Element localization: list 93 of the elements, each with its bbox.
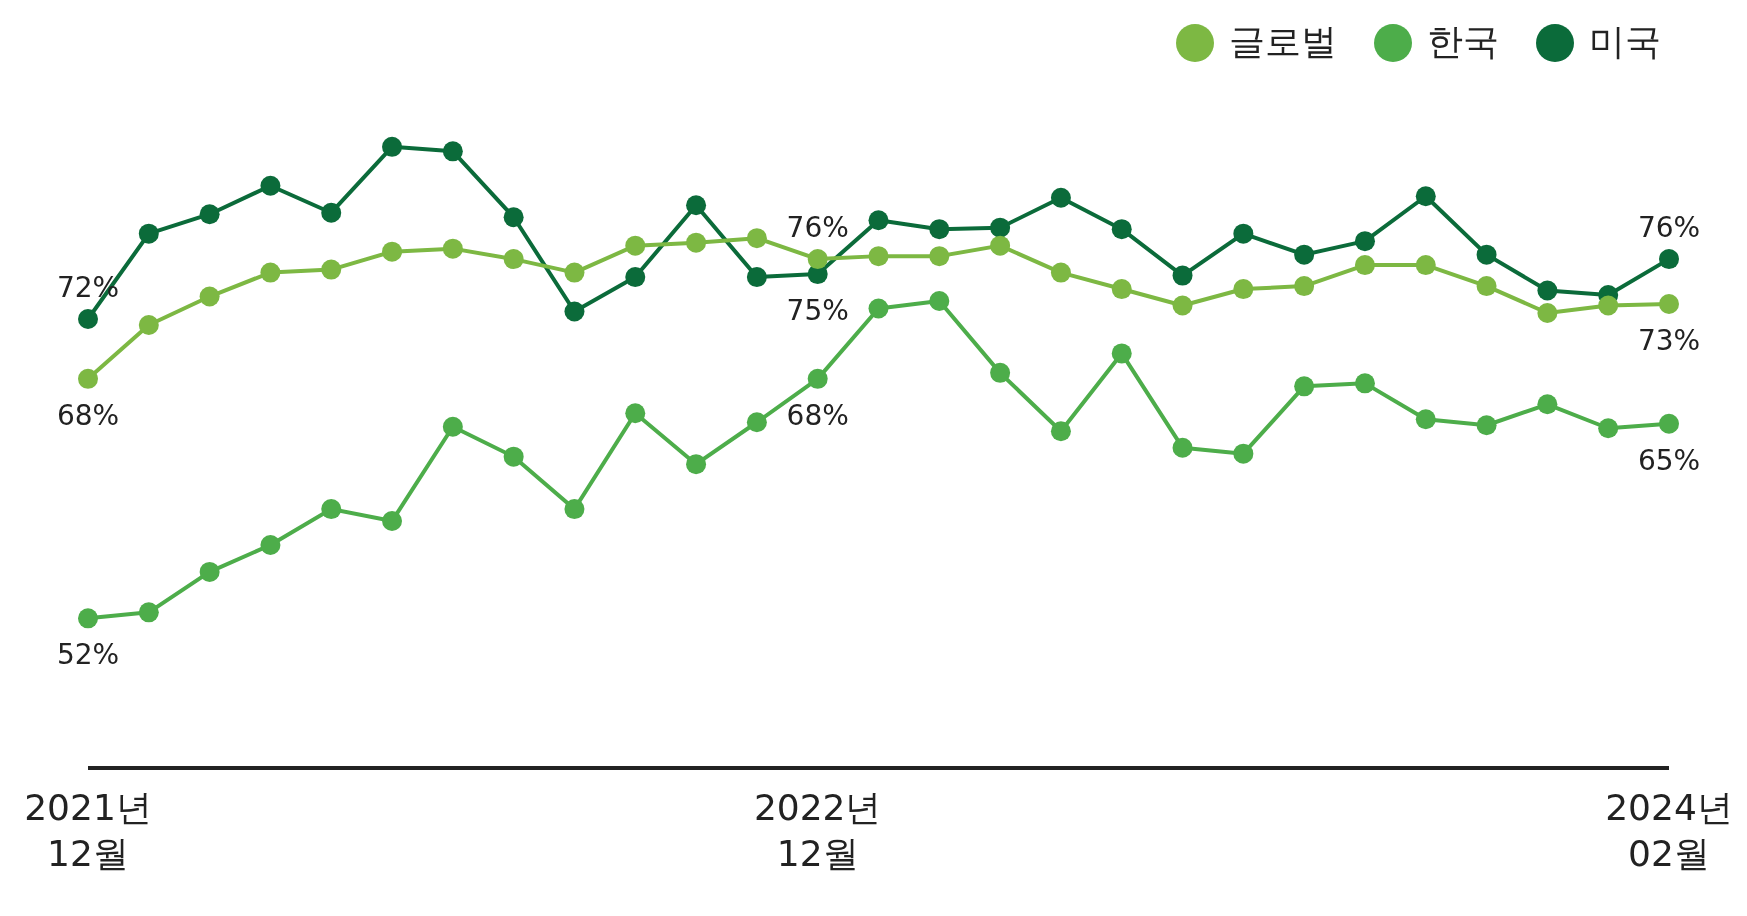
- legend-label: 미국: [1589, 20, 1661, 64]
- point: [929, 291, 950, 312]
- data-label: 68%: [56, 398, 120, 432]
- point: [503, 249, 524, 270]
- point: [1537, 280, 1558, 301]
- x-tick-label: 2021년 12월: [24, 787, 152, 874]
- point: [199, 561, 220, 582]
- point: [1598, 418, 1619, 439]
- x-tick-label: 2024년 02월: [1605, 787, 1733, 874]
- point: [990, 217, 1011, 238]
- point: [868, 210, 889, 231]
- legend-label: 글로벌: [1229, 20, 1337, 64]
- point: [442, 416, 463, 437]
- point: [382, 241, 403, 262]
- point: [1050, 262, 1071, 283]
- point: [1354, 231, 1375, 252]
- point: [260, 534, 281, 555]
- point: [138, 223, 159, 244]
- point: [199, 204, 220, 225]
- point: [503, 446, 524, 467]
- point: [138, 314, 159, 335]
- legend-label: 한국: [1427, 20, 1499, 64]
- point: [1659, 413, 1679, 434]
- point: [1476, 276, 1497, 297]
- point: [1659, 249, 1679, 270]
- point: [1476, 244, 1497, 265]
- point: [78, 308, 98, 329]
- point: [929, 219, 950, 240]
- point: [442, 238, 463, 259]
- point: [1233, 279, 1254, 300]
- data-label: 52%: [56, 638, 120, 672]
- point: [686, 195, 707, 216]
- point: [1537, 394, 1558, 415]
- point: [1233, 443, 1254, 464]
- point: [746, 412, 767, 433]
- x-tick-label: 2022년 12월: [753, 787, 882, 874]
- point: [321, 259, 342, 280]
- point: [868, 298, 889, 319]
- point: [929, 246, 950, 267]
- point: [686, 232, 707, 253]
- point: [1172, 295, 1193, 316]
- point: [321, 499, 342, 520]
- point: [1476, 415, 1497, 436]
- point: [1415, 186, 1436, 207]
- point: [1111, 343, 1132, 364]
- point: [1354, 255, 1375, 276]
- point: [1233, 223, 1254, 244]
- point: [442, 141, 463, 162]
- data-label: 75%: [786, 294, 849, 328]
- data-label: 76%: [1637, 211, 1701, 245]
- point: [1294, 244, 1315, 265]
- point: [1537, 303, 1558, 323]
- point: [1050, 187, 1071, 208]
- point: [382, 511, 403, 532]
- point: [686, 454, 707, 475]
- data-label: 73%: [1637, 324, 1701, 358]
- point: [625, 267, 646, 288]
- point: [260, 262, 281, 283]
- point: [807, 249, 828, 270]
- data-label: 65%: [1637, 443, 1701, 477]
- point: [1111, 279, 1132, 300]
- point: [807, 368, 828, 389]
- point: [1050, 421, 1071, 442]
- point: [1294, 276, 1315, 297]
- point: [138, 602, 159, 623]
- point: [1111, 219, 1132, 240]
- point: [1172, 437, 1193, 458]
- point: [78, 608, 98, 629]
- point: [625, 403, 646, 424]
- point: [382, 136, 403, 157]
- point: [1354, 373, 1375, 394]
- data-label: 76%: [786, 211, 849, 245]
- point: [625, 235, 646, 256]
- point: [746, 228, 767, 249]
- point: [78, 368, 98, 389]
- point: [260, 175, 281, 196]
- point: [990, 362, 1011, 383]
- point: [1415, 409, 1436, 430]
- point: [868, 246, 889, 267]
- point: [1659, 294, 1679, 315]
- point: [1415, 255, 1436, 276]
- point: [1172, 265, 1193, 286]
- point: [1294, 376, 1315, 397]
- point: [746, 267, 767, 288]
- point: [321, 202, 342, 223]
- point: [503, 207, 524, 228]
- data-label: 68%: [786, 398, 849, 432]
- point: [1598, 295, 1619, 316]
- point: [990, 235, 1011, 256]
- point: [199, 286, 220, 307]
- point: [564, 262, 585, 283]
- point: [564, 301, 585, 322]
- point: [564, 499, 585, 520]
